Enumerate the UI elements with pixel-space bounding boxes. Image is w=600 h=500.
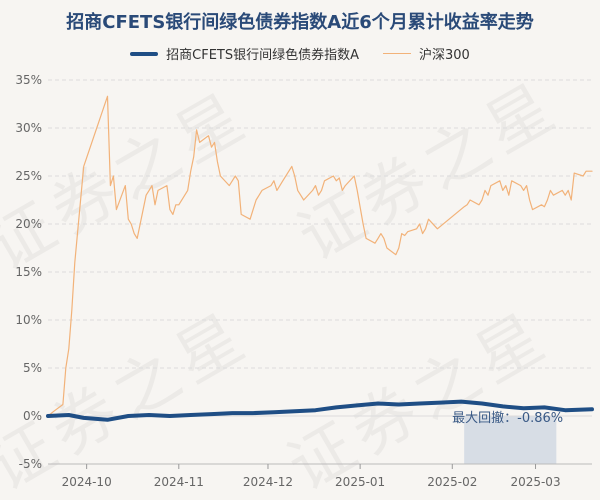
y-tick-label: 25% — [15, 169, 42, 183]
x-tick-label: 2025-02 — [427, 475, 477, 489]
y-tick-label: 0% — [23, 409, 42, 423]
series-line-csi300 — [47, 95, 593, 417]
y-tick-label: 15% — [15, 265, 42, 279]
y-tick-label: 5% — [23, 361, 42, 375]
y-tick-label: 30% — [15, 121, 42, 135]
drawdown-region — [464, 416, 557, 464]
legend: 招商CFETS银行间绿色债券指数A 沪深300 — [0, 44, 600, 63]
x-tick-label: 2024-10 — [62, 475, 112, 489]
y-tick-label: 35% — [15, 73, 42, 87]
legend-label-csi300: 沪深300 — [419, 48, 470, 63]
legend-item-csi300[interactable]: 沪深300 — [383, 44, 470, 63]
x-tick-label: 2024-11 — [154, 475, 204, 489]
plot-area — [48, 80, 592, 464]
series-line-index — [46, 399, 594, 422]
legend-label-index: 招商CFETS银行间绿色债券指数A — [166, 48, 360, 63]
x-tick-label: 2024-12 — [243, 475, 293, 489]
x-tick-label: 2025-01 — [335, 475, 385, 489]
legend-swatch-index — [130, 51, 159, 56]
legend-item-index[interactable]: 招商CFETS银行间绿色债券指数A — [130, 44, 359, 63]
legend-swatch-csi300 — [383, 53, 412, 54]
y-tick-label: 20% — [15, 217, 42, 231]
x-tick-label: 2025-03 — [510, 475, 560, 489]
y-tick-label: -5% — [19, 457, 42, 471]
chart-title: 招商CFETS银行间绿色债券指数A近6个月累计收益率走势 — [66, 12, 534, 33]
drawdown-label: 最大回撤：-0.86% — [452, 410, 563, 426]
y-tick-label: 10% — [15, 313, 42, 327]
